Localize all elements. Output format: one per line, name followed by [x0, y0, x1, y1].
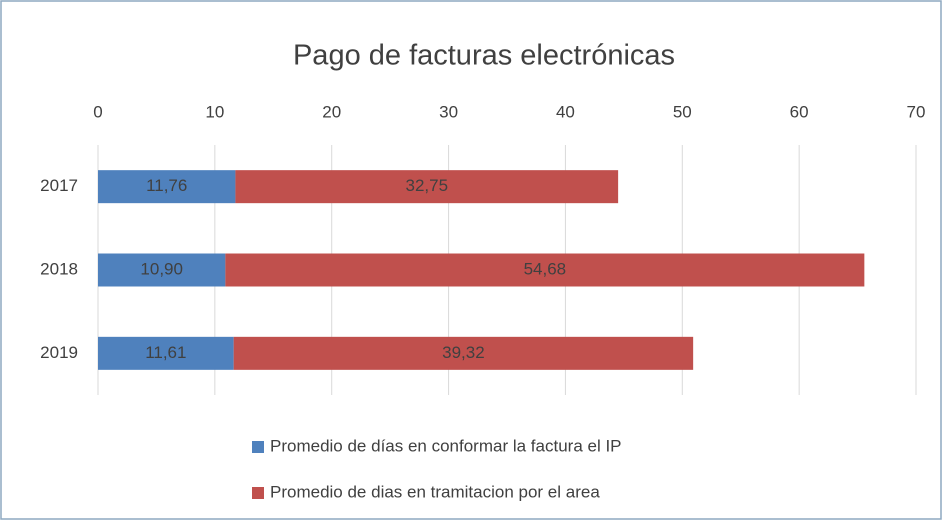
x-tick-label: 10: [205, 102, 224, 121]
data-label: 32,75: [406, 176, 449, 195]
x-tick-label: 50: [673, 102, 692, 121]
legend-label: Promedio de dias en tramitacion por el a…: [270, 482, 600, 501]
x-tick-label: 70: [907, 102, 926, 121]
data-label: 10,90: [140, 259, 183, 278]
y-tick-label: 2017: [40, 176, 78, 195]
legend-swatch: [252, 487, 264, 499]
x-tick-label: 60: [790, 102, 809, 121]
data-label: 54,68: [524, 259, 567, 278]
data-label: 11,76: [146, 176, 187, 195]
bar-segment: [235, 170, 619, 204]
x-tick-label: 20: [322, 102, 341, 121]
bar-segment: [98, 170, 236, 204]
data-label: 11,61: [145, 343, 186, 362]
legend-swatch: [252, 441, 264, 453]
x-tick-label: 0: [93, 102, 102, 121]
y-tick-label: 2018: [40, 259, 78, 278]
legend-label: Promedio de días en conformar la factura…: [270, 436, 622, 455]
bar-segment: [233, 336, 694, 370]
bar-segment: [225, 253, 865, 287]
x-tick-label: 30: [439, 102, 458, 121]
chart-title: Pago de facturas electrónicas: [293, 40, 675, 72]
bar-segment: [98, 253, 226, 287]
bar-segment: [98, 336, 234, 370]
data-label: 39,32: [442, 343, 485, 362]
x-tick-label: 40: [556, 102, 575, 121]
y-tick-label: 2019: [40, 343, 78, 362]
